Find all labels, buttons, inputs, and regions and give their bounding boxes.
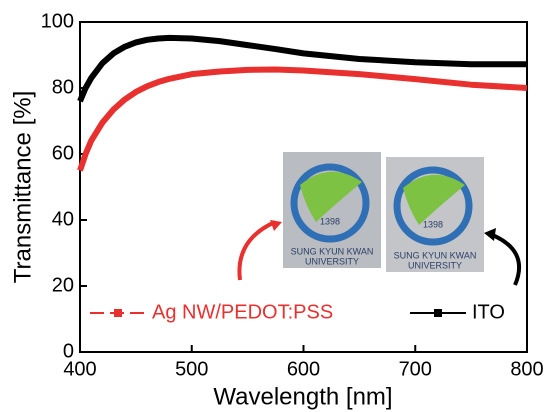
series-line xyxy=(77,34,527,103)
x-tick-label: 800 xyxy=(510,358,543,380)
inset-text: UNIVERSITY xyxy=(408,260,462,270)
legend-label: ITO xyxy=(472,301,505,323)
arrow-head xyxy=(484,228,496,241)
inset-text: UNIVERSITY xyxy=(305,256,359,266)
y-tick-label: 20 xyxy=(52,274,74,296)
inset-number: 1398 xyxy=(320,216,340,226)
y-tick-label: 60 xyxy=(52,142,74,164)
x-tick-label: 600 xyxy=(287,358,320,380)
x-tick-label: 700 xyxy=(399,358,432,380)
x-axis-label: Wavelength [nm] xyxy=(213,383,392,410)
legend-marker xyxy=(114,309,122,317)
inset-photo: 1398 SUNG KYUN KWAN UNIVERSITY xyxy=(283,152,381,268)
y-tick-label: 40 xyxy=(52,208,74,230)
inset-text: SUNG KYUN KWAN xyxy=(394,250,477,260)
inset-text: SUNG KYUN KWAN xyxy=(291,246,374,256)
y-tick-label: 100 xyxy=(41,10,74,32)
series-line xyxy=(77,66,528,172)
x-tick-label: 400 xyxy=(63,358,96,380)
y-tick-label: 0 xyxy=(63,340,74,362)
arrow xyxy=(489,232,521,286)
y-tick-label: 80 xyxy=(52,76,74,98)
legend-marker xyxy=(434,309,442,317)
inset-number: 1398 xyxy=(423,219,443,229)
y-axis-label: Transmittance [%] xyxy=(9,91,36,284)
inset-photo: 1398 SUNG KYUN KWAN UNIVERSITY xyxy=(386,157,484,272)
legend-label: Ag NW/PEDOT:PSS xyxy=(152,301,333,323)
x-tick-label: 500 xyxy=(175,358,208,380)
arrow xyxy=(237,220,276,281)
arrow-head xyxy=(270,220,282,231)
